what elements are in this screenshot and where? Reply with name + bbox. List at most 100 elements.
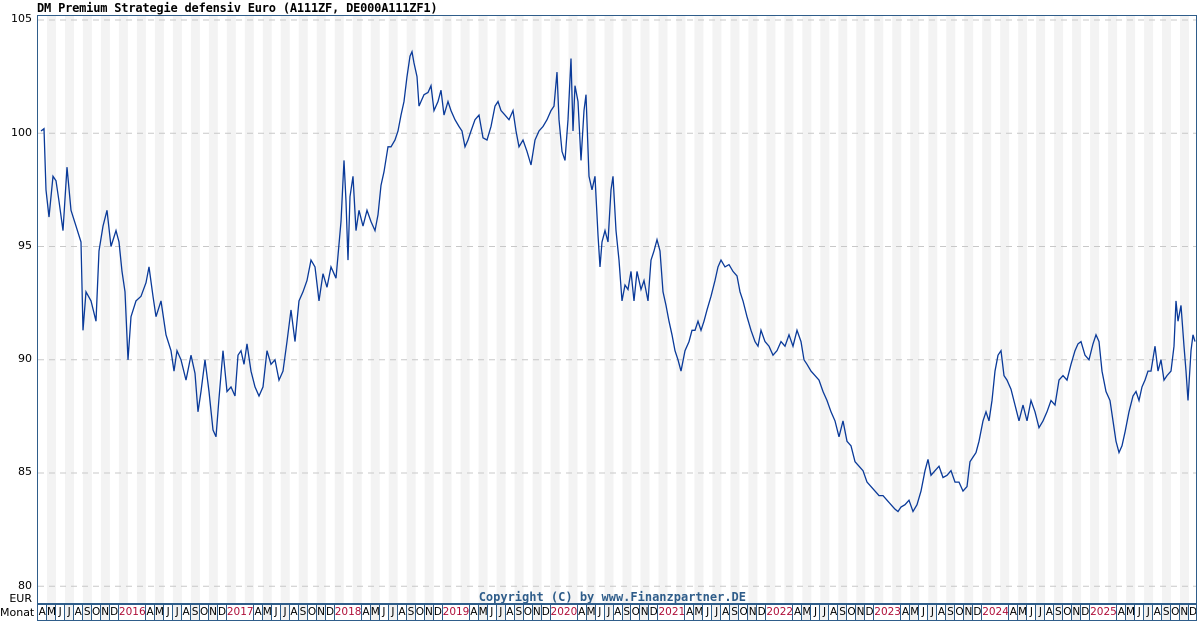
month-label: J [162, 604, 173, 621]
month-label: S [945, 604, 955, 621]
month-label: J [279, 604, 290, 621]
month-stripe [784, 16, 794, 603]
month-stripe [1180, 16, 1190, 603]
month-stripe [712, 16, 722, 603]
month-label: J [1026, 604, 1036, 621]
month-stripe [586, 16, 596, 603]
y-tick-105: 105 [11, 12, 32, 25]
month-label: A [504, 604, 515, 621]
month-stripe [100, 16, 110, 603]
month-label: M [45, 604, 56, 621]
month-label: D [540, 604, 551, 621]
month-stripe [802, 16, 812, 603]
month-label: D [648, 604, 658, 621]
month-label: J [495, 604, 506, 621]
month-stripe [856, 16, 866, 603]
year-label: 2024 [981, 604, 1009, 621]
month-label: S [1053, 604, 1063, 621]
month-label: O [1062, 604, 1072, 621]
month-label: S [189, 604, 200, 621]
month-stripe [244, 16, 254, 603]
month-stripe [532, 16, 542, 603]
month-stripe [928, 16, 938, 603]
month-label: J [594, 604, 604, 621]
y-tick-100: 100 [11, 126, 32, 139]
month-label: J [1143, 604, 1153, 621]
line-chart [38, 16, 1196, 603]
month-stripe [496, 16, 506, 603]
month-label: D [1080, 604, 1090, 621]
y-tick-90: 90 [18, 352, 32, 365]
month-label: N [1179, 604, 1189, 621]
month-stripe [874, 16, 884, 603]
month-stripe [172, 16, 182, 603]
month-label: S [621, 604, 631, 621]
month-label: M [909, 604, 919, 621]
month-stripe [136, 16, 146, 603]
month-stripe [298, 16, 308, 603]
month-stripe [262, 16, 272, 603]
month-stripe [1126, 16, 1136, 603]
month-label: A [1152, 604, 1162, 621]
month-stripe [658, 16, 668, 603]
month-stripe [838, 16, 848, 603]
month-label: A [1044, 604, 1054, 621]
month-label: O [630, 604, 640, 621]
month-label: S [837, 604, 847, 621]
month-stripe [1108, 16, 1118, 603]
price-line [40, 49, 1196, 514]
month-label: J [63, 604, 74, 621]
month-label: O [522, 604, 533, 621]
month-label: M [585, 604, 595, 621]
month-label: M [801, 604, 811, 621]
month-stripe [946, 16, 956, 603]
y-tick-85: 85 [18, 465, 32, 478]
month-label: J [486, 604, 497, 621]
month-label: A [360, 604, 371, 621]
month-label: J [603, 604, 613, 621]
month-label: J [1134, 604, 1144, 621]
month-label: D [324, 604, 335, 621]
month-stripe [604, 16, 614, 603]
month-stripe [550, 16, 560, 603]
month-stripe [1036, 16, 1046, 603]
month-stripe [694, 16, 704, 603]
month-label: N [423, 604, 434, 621]
month-stripe [766, 16, 776, 603]
month-stripe [1018, 16, 1028, 603]
month-label: S [297, 604, 308, 621]
month-label: N [747, 604, 757, 621]
year-label: 2023 [873, 604, 901, 621]
month-label: M [1125, 604, 1135, 621]
month-label: J [54, 604, 65, 621]
month-label: M [693, 604, 703, 621]
month-label: A [720, 604, 730, 621]
month-stripe [424, 16, 434, 603]
month-label: M [369, 604, 380, 621]
month-stripe [280, 16, 290, 603]
y-tick-80: 80 [18, 579, 32, 592]
month-label: N [99, 604, 110, 621]
month-stripe [1162, 16, 1172, 603]
month-stripe [1000, 16, 1010, 603]
month-label: N [855, 604, 865, 621]
month-stripe [190, 16, 200, 603]
month-stripe [964, 16, 974, 603]
month-label: S [81, 604, 92, 621]
year-label: 2021 [657, 604, 685, 621]
month-stripe [154, 16, 164, 603]
month-label: J [387, 604, 398, 621]
y-tick-95: 95 [18, 239, 32, 252]
month-label: S [1161, 604, 1171, 621]
month-stripe [388, 16, 398, 603]
year-label: 2020 [549, 604, 578, 621]
month-label: S [513, 604, 524, 621]
month-label: M [477, 604, 488, 621]
month-label: J [819, 604, 829, 621]
month-stripe [820, 16, 830, 603]
month-label: A [252, 604, 263, 621]
month-stripe [334, 16, 344, 603]
month-label: N [1071, 604, 1081, 621]
month-label: N [207, 604, 218, 621]
month-label: J [1035, 604, 1045, 621]
